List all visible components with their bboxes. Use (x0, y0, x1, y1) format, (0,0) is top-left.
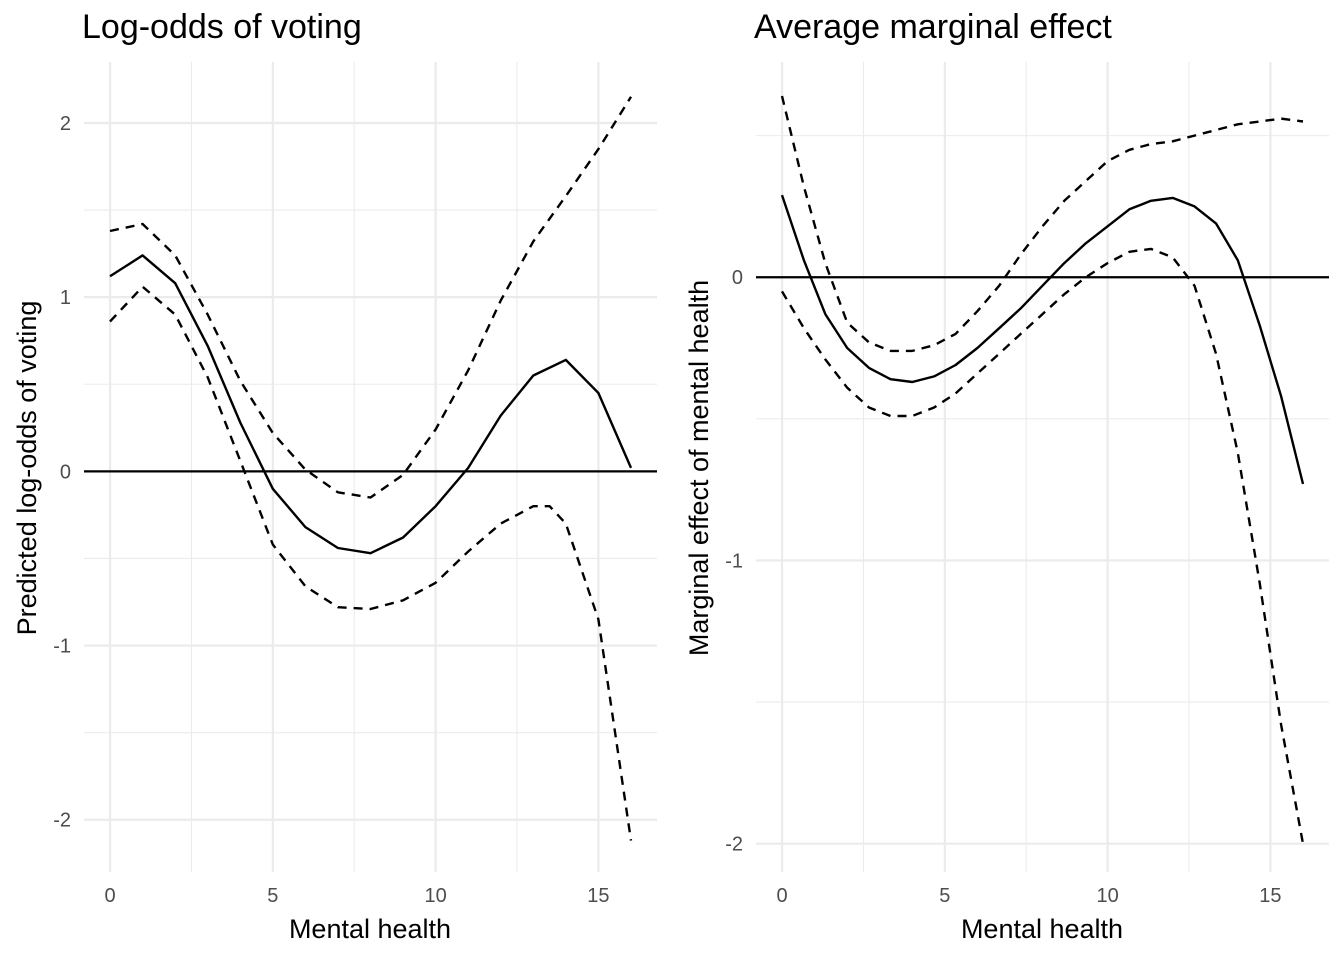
x-tick-label: 0 (104, 885, 115, 907)
estimate-line (109, 254, 633, 555)
series-group (109, 96, 633, 841)
x-tick-label: 10 (424, 885, 446, 907)
y-tick-label: 0 (732, 267, 743, 289)
y-axis-label: Marginal effect of mental health (684, 280, 714, 656)
x-tick-labels: 0 5 10 15 (776, 885, 1281, 907)
panel-marginal-effect: Average marginal effect -2 -1 0 0 5 10 15 Men… (684, 8, 1329, 944)
y-tick-label: 1 (60, 287, 71, 309)
gridlines (756, 62, 1329, 872)
chart-title: Log-odds of voting (82, 8, 362, 46)
x-axis-label: Mental health (289, 914, 451, 944)
lower-ci-line (109, 285, 633, 841)
chart-title: Average marginal effect (754, 8, 1112, 46)
x-tick-label: 0 (776, 885, 787, 907)
y-tick-labels: -2 -1 0 1 2 (53, 113, 71, 832)
y-tick-label: -1 (53, 636, 71, 658)
x-tick-label: 15 (1259, 885, 1281, 907)
y-tick-label: -1 (725, 550, 743, 572)
y-tick-label: 0 (60, 461, 71, 483)
panel-log-odds: Log-odds of voting -2 -1 0 1 2 0 5 10 15 Mental… (12, 8, 657, 944)
x-tick-label: 15 (587, 885, 609, 907)
x-axis-label: Mental health (961, 914, 1123, 944)
y-tick-label: -2 (53, 810, 71, 832)
gridlines (84, 62, 657, 872)
lower-ci-line (780, 247, 1305, 844)
estimate-line (780, 194, 1305, 485)
y-axis-label: Predicted log-odds of voting (12, 301, 42, 636)
y-tick-label: -2 (725, 834, 743, 856)
y-tick-label: 2 (60, 113, 71, 135)
x-tick-label: 5 (939, 885, 950, 907)
x-tick-label: 10 (1096, 885, 1118, 907)
x-tick-labels: 0 5 10 15 (104, 885, 609, 907)
series-group (780, 95, 1305, 844)
upper-ci-line (109, 96, 633, 499)
x-tick-label: 5 (267, 885, 278, 907)
y-tick-labels: -2 -1 0 (725, 267, 743, 855)
